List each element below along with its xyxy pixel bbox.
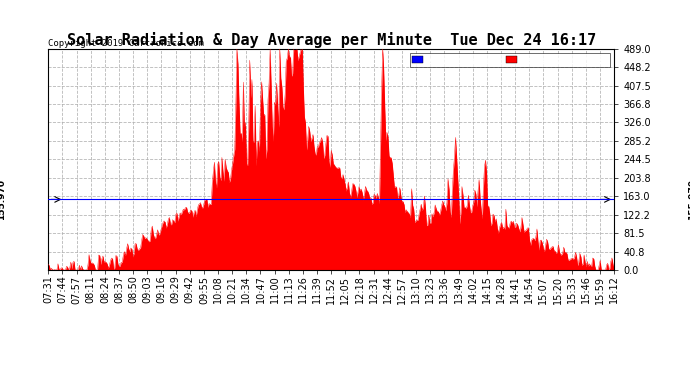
Legend: Median (w/m2), Radiation (w/m2): Median (w/m2), Radiation (w/m2) <box>411 53 609 67</box>
Text: 155.970: 155.970 <box>688 179 690 220</box>
Text: Copyright 2019 Cartronics.com: Copyright 2019 Cartronics.com <box>48 39 204 48</box>
Text: 155.970: 155.970 <box>0 179 6 220</box>
Title: Solar Radiation & Day Average per Minute  Tue Dec 24 16:17: Solar Radiation & Day Average per Minute… <box>66 32 596 48</box>
